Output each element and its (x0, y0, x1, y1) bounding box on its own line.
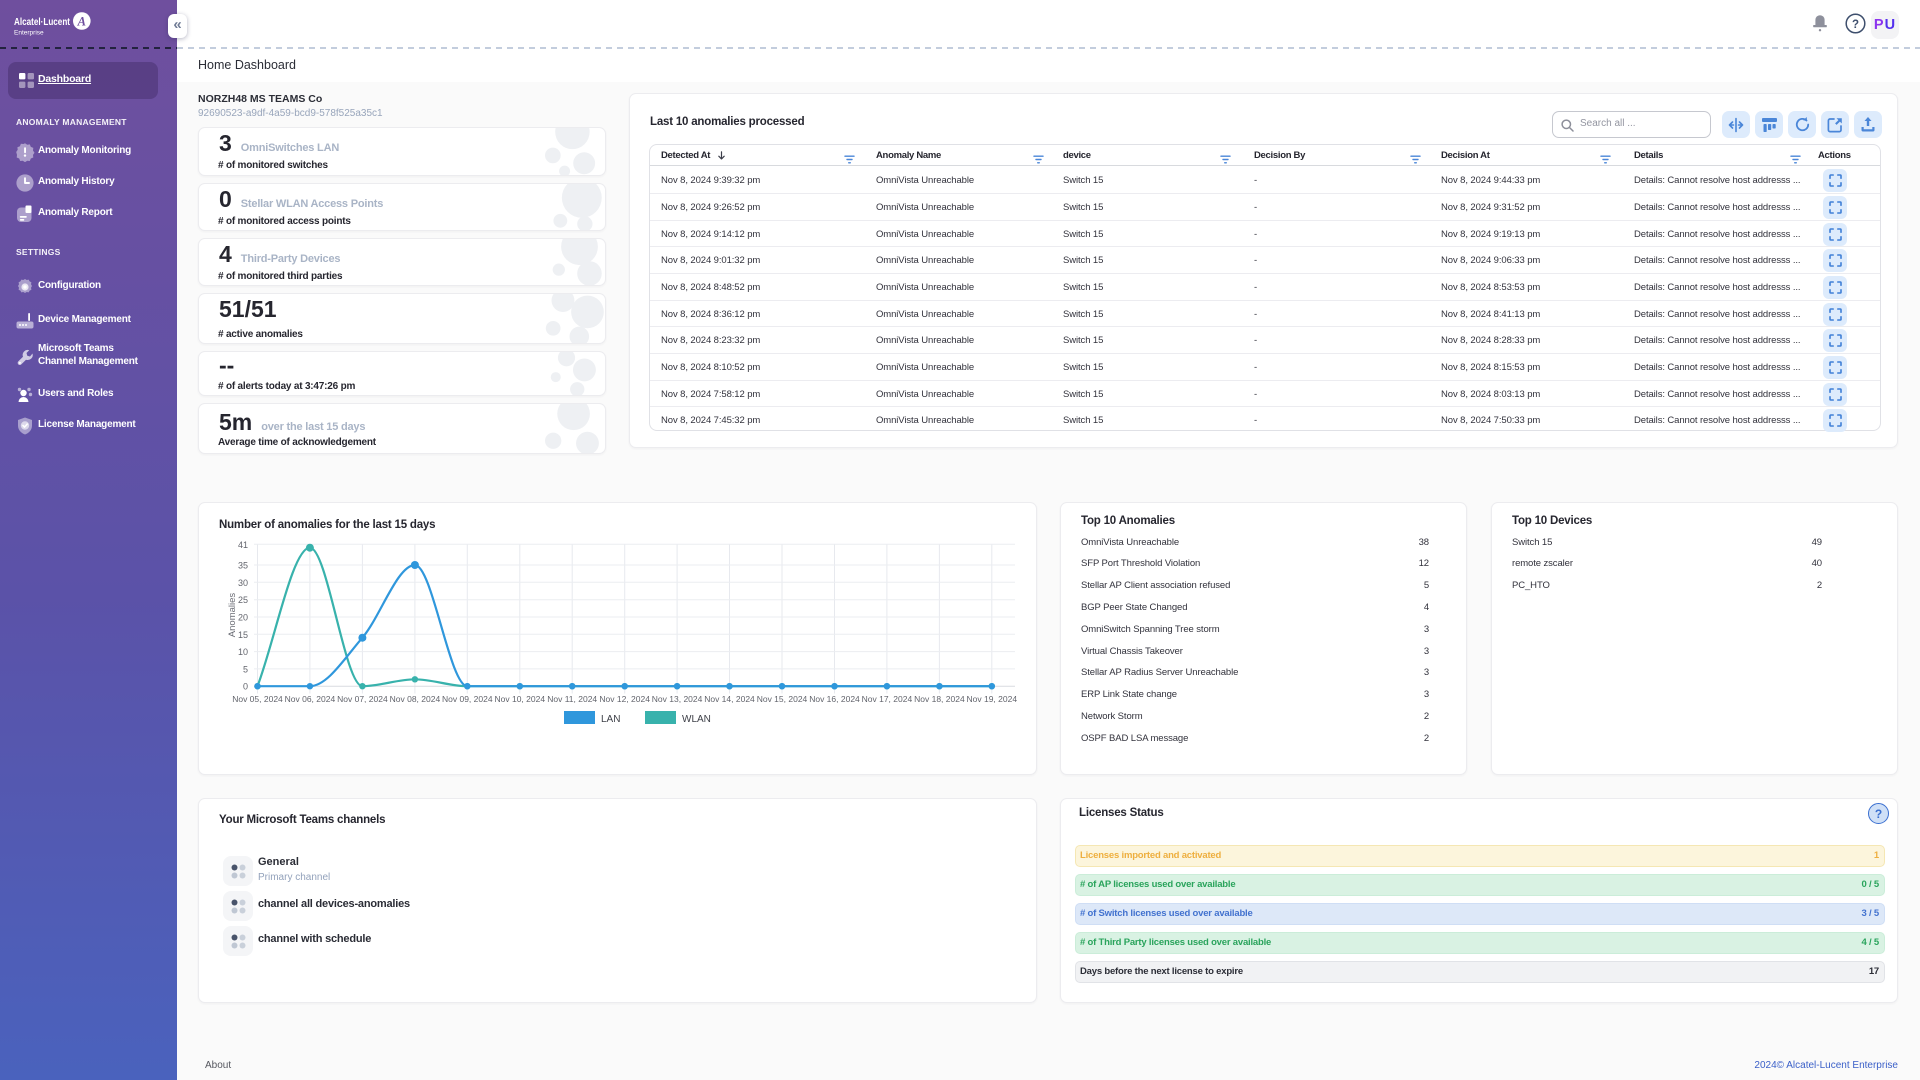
svg-text:?: ? (1852, 19, 1859, 31)
svg-text:WLAN: WLAN (682, 714, 711, 725)
svg-text:Nov 08, 2024: Nov 08, 2024 (390, 694, 441, 704)
svg-text:25: 25 (238, 595, 248, 605)
svg-text:Anomalies: Anomalies (227, 593, 238, 638)
svg-text:Nov 13, 2024: Nov 13, 2024 (652, 694, 703, 704)
svg-text:15: 15 (238, 630, 248, 640)
svg-text:10: 10 (238, 647, 248, 657)
svg-text:LAN: LAN (601, 714, 620, 725)
svg-text:0: 0 (243, 682, 248, 692)
svg-text:Alcatel·Lucent: Alcatel·Lucent (14, 16, 70, 28)
svg-text:Nov 16, 2024: Nov 16, 2024 (809, 694, 860, 704)
svg-text:Nov 12, 2024: Nov 12, 2024 (599, 694, 650, 704)
svg-text:41: 41 (238, 540, 248, 550)
svg-text:A: A (77, 14, 86, 28)
svg-text:Nov 19, 2024: Nov 19, 2024 (967, 694, 1018, 704)
svg-text:Enterprise: Enterprise (14, 30, 44, 37)
svg-text:Nov 07, 2024: Nov 07, 2024 (337, 694, 388, 704)
svg-text:Nov 05, 2024: Nov 05, 2024 (232, 694, 283, 704)
svg-text:Nov 17, 2024: Nov 17, 2024 (862, 694, 913, 704)
svg-text:Nov 18, 2024: Nov 18, 2024 (914, 694, 965, 704)
svg-text:Nov 06, 2024: Nov 06, 2024 (285, 694, 336, 704)
svg-text:Nov 15, 2024: Nov 15, 2024 (757, 694, 808, 704)
svg-text:Nov 11, 2024: Nov 11, 2024 (547, 694, 597, 704)
svg-text:Nov 09, 2024: Nov 09, 2024 (442, 694, 493, 704)
svg-text:5: 5 (243, 664, 248, 674)
svg-text:Nov 14, 2024: Nov 14, 2024 (704, 694, 755, 704)
svg-text:20: 20 (238, 613, 248, 623)
svg-text:Nov 10, 2024: Nov 10, 2024 (495, 694, 546, 704)
svg-text:30: 30 (238, 578, 248, 588)
svg-text:35: 35 (238, 561, 248, 571)
